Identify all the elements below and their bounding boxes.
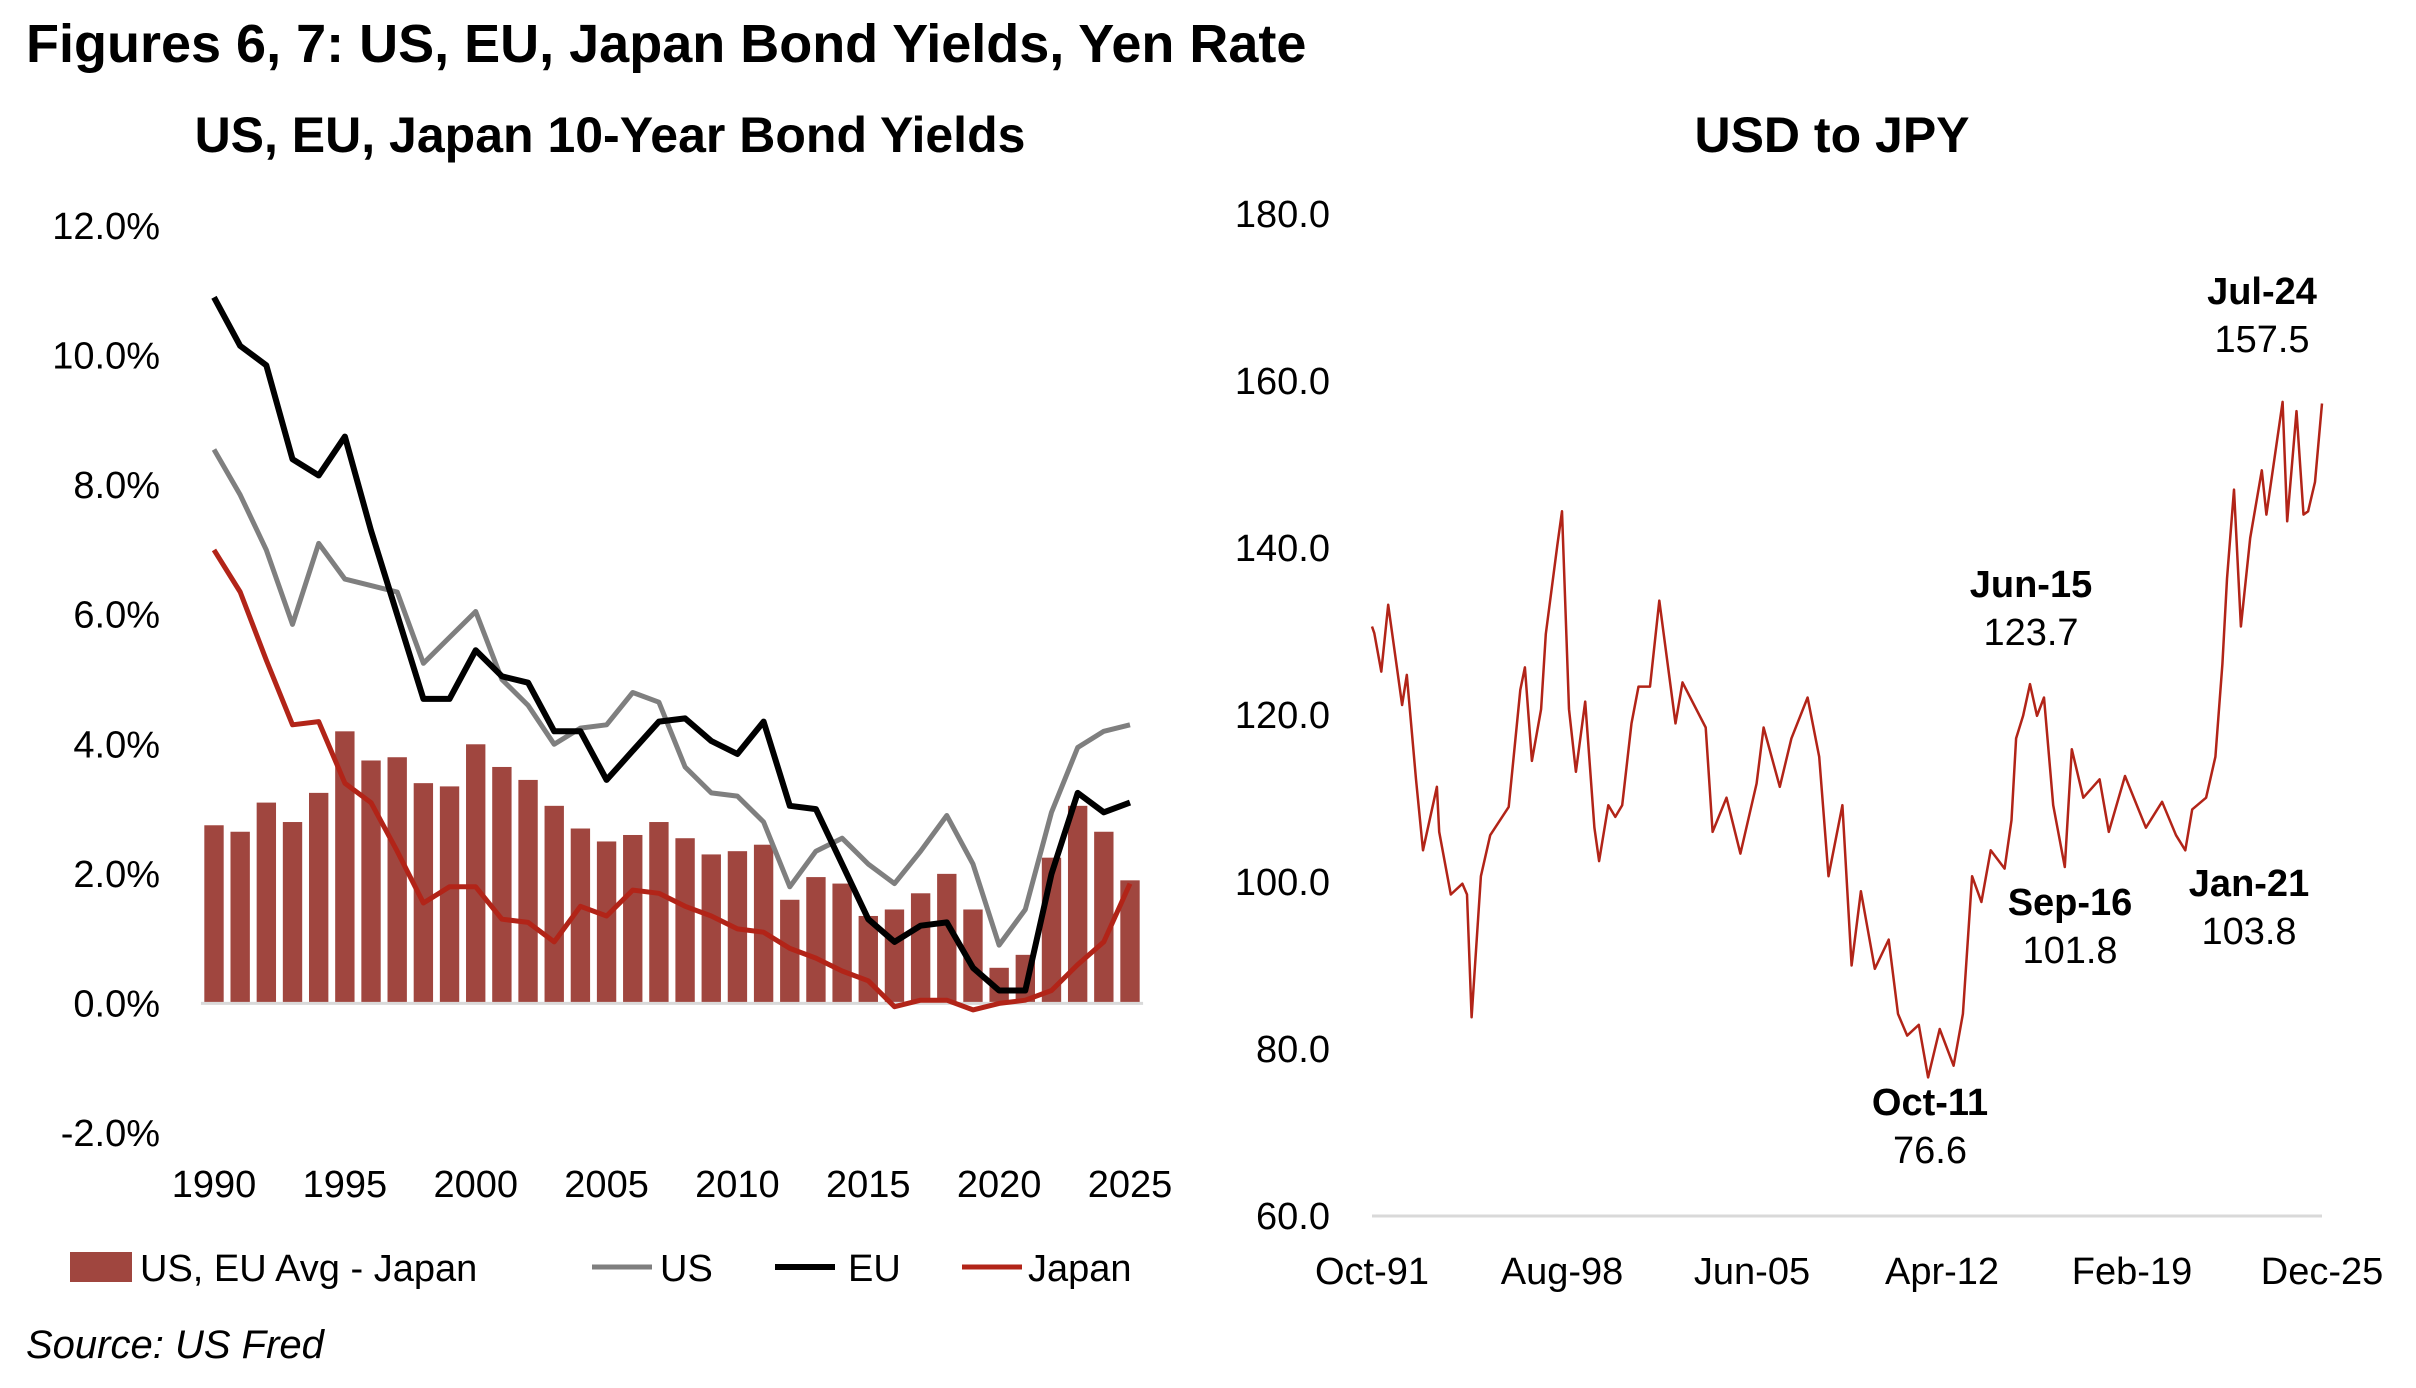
legend-label: Japan: [1028, 1248, 1132, 1290]
bar: [623, 834, 643, 1004]
series-line-us: [211, 448, 1131, 948]
y-tick-label: 140.0: [1235, 528, 1330, 570]
bar: [937, 873, 957, 1004]
bar: [492, 766, 512, 1004]
y-tick-label: 80.0: [1256, 1029, 1330, 1071]
annotation-label: Sep-16: [2008, 882, 2133, 924]
bar: [518, 779, 538, 1004]
bar: [753, 844, 774, 1004]
bar: [256, 802, 277, 1004]
bar: [780, 899, 800, 1004]
legend-label: EU: [848, 1248, 901, 1290]
y-tick-label: 180.0: [1235, 194, 1330, 236]
x-tick-label: 1990: [172, 1164, 257, 1206]
x-tick-label: Oct-91: [1315, 1251, 1429, 1293]
bar: [701, 854, 721, 1004]
x-tick-label: Aug-98: [1501, 1251, 1624, 1293]
bar: [282, 822, 303, 1004]
annotation-value: 103.8: [2201, 911, 2296, 953]
x-tick-label: 2015: [826, 1164, 911, 1206]
annotation-label: Jul-24: [2207, 271, 2317, 313]
bond-yields-chart: -2.0% 0.0% 2.0% 4.0% 6.0% 8.0% 10.0% 12.0% 1990 1…: [52, 206, 1172, 1206]
y-tick-label: 60.0: [1256, 1196, 1330, 1238]
bar: [544, 805, 564, 1004]
bar: [596, 841, 617, 1004]
y-tick-label: 120.0: [1235, 695, 1330, 737]
annotation-label: Jan-21: [2189, 863, 2309, 905]
bar: [1120, 880, 1140, 1004]
series-line-japan: [211, 548, 1133, 1013]
y-tick-label: -2.0%: [61, 1113, 160, 1155]
annotation-value: 101.8: [2022, 930, 2117, 972]
right-chart-title: USD to JPY: [1694, 107, 1969, 163]
annotation-value: 123.7: [1983, 612, 2078, 654]
x-tick-label: 1995: [303, 1164, 388, 1206]
annotation-label: Jun-15: [1970, 564, 2092, 606]
source-note: Source: US Fred: [26, 1323, 326, 1367]
legend-label: US: [660, 1248, 713, 1290]
legend-swatch-bar: [70, 1252, 132, 1282]
y-tick-label: 4.0%: [73, 724, 160, 766]
bar: [466, 744, 486, 1004]
bar: [649, 822, 669, 1004]
bar: [230, 831, 250, 1004]
x-tick-label: Feb-19: [2072, 1251, 2192, 1293]
x-tick-label: 2020: [957, 1164, 1042, 1206]
bar: [387, 757, 407, 1004]
x-tick-label: 2025: [1088, 1164, 1173, 1206]
figure-title: Figures 6, 7: US, EU, Japan Bond Yields,…: [26, 14, 1306, 74]
bar: [884, 909, 905, 1004]
bar: [963, 909, 983, 1004]
x-tick-label: Jun-05: [1694, 1251, 1810, 1293]
y-tick-label: 160.0: [1235, 361, 1330, 403]
left-chart-title: US, EU, Japan 10-Year Bond Yields: [195, 107, 1026, 163]
bar: [1067, 805, 1088, 1004]
bar: [570, 828, 591, 1004]
y-tick-label: 0.0%: [73, 983, 160, 1025]
bar: [204, 825, 224, 1004]
legend-label: US, EU Avg - Japan: [140, 1248, 477, 1290]
y-tick-label: 12.0%: [52, 206, 160, 248]
bar: [309, 792, 329, 1004]
legend: US, EU Avg - Japan US EU Japan: [70, 1248, 1132, 1290]
y-tick-label: 8.0%: [73, 465, 160, 507]
usd-jpy-chart: 60.0 80.0 100.0 120.0 140.0 160.0 180.0 Oct-91 A…: [1235, 194, 2383, 1293]
y-tick-label: 10.0%: [52, 336, 160, 378]
bar: [361, 760, 381, 1004]
bar: [675, 838, 695, 1004]
bar: [832, 883, 852, 1004]
x-tick-label: Apr-12: [1885, 1251, 1999, 1293]
x-tick-label: 2000: [433, 1164, 518, 1206]
bar: [910, 893, 931, 1004]
annotation-value: 76.6: [1893, 1130, 1967, 1172]
annotation-value: 157.5: [2214, 319, 2309, 361]
x-tick-label: Dec-25: [2261, 1251, 2384, 1293]
bar: [1094, 831, 1114, 1004]
annotation-label: Oct-11: [1872, 1082, 1988, 1124]
bar: [413, 783, 434, 1004]
y-tick-label: 2.0%: [73, 854, 160, 896]
y-tick-label: 6.0%: [73, 595, 160, 637]
bar: [806, 877, 826, 1004]
x-tick-label: 2010: [695, 1164, 780, 1206]
y-tick-label: 100.0: [1235, 862, 1330, 904]
series-line-eu: [211, 295, 1132, 994]
x-tick-label: 2005: [564, 1164, 649, 1206]
bar: [439, 786, 460, 1004]
bar: [335, 731, 355, 1004]
bar: [989, 967, 1009, 1004]
usd-jpy-line: [1370, 400, 2324, 1079]
